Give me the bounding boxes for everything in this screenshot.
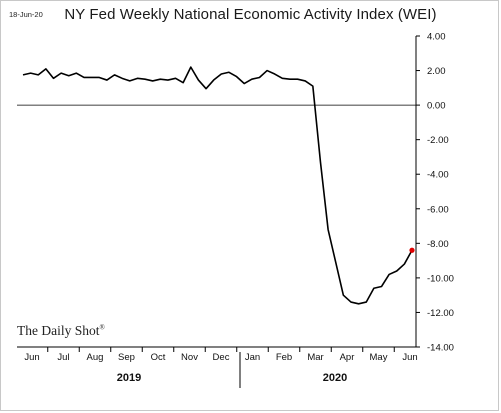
x-tick-label: May [370, 352, 388, 363]
logo-registered-mark: ® [99, 323, 105, 332]
x-tick-label: Dec [213, 352, 230, 363]
y-tick-label: -14.00 [427, 343, 454, 354]
y-tick-label: 4.00 [427, 32, 446, 43]
x-tick-label: Feb [276, 352, 292, 363]
y-tick-label: -8.00 [427, 239, 449, 250]
last-data-point [409, 247, 415, 253]
y-tick-label: 0.00 [427, 101, 446, 112]
year-label: 2020 [323, 372, 347, 384]
x-tick-label: Oct [151, 352, 166, 363]
y-tick-label: -6.00 [427, 204, 449, 215]
date-stamp: 18-Jun-20 [9, 10, 43, 19]
x-tick-label: Nov [181, 352, 198, 363]
x-tick-label: Jul [57, 352, 69, 363]
y-tick-label: -2.00 [427, 135, 449, 146]
x-tick-label: Jun [402, 352, 417, 363]
x-tick-label: Sep [118, 352, 135, 363]
y-tick-label: -10.00 [427, 273, 454, 284]
x-tick-label: Aug [87, 352, 104, 363]
series-line [22, 66, 413, 305]
logo-text: The Daily Shot [17, 323, 100, 338]
year-label: 2019 [117, 372, 141, 384]
y-tick-label: -12.00 [427, 308, 454, 319]
x-tick-label: Mar [307, 352, 323, 363]
chart-title: NY Fed Weekly National Economic Activity… [64, 6, 437, 23]
y-tick-label: 2.00 [427, 66, 446, 77]
x-tick-label: Jun [24, 352, 39, 363]
x-tick-label: Apr [340, 352, 355, 363]
y-tick-label: -4.00 [427, 170, 449, 181]
x-tick-label: Jan [245, 352, 260, 363]
daily-shot-logo: The Daily Shot® [17, 323, 105, 339]
